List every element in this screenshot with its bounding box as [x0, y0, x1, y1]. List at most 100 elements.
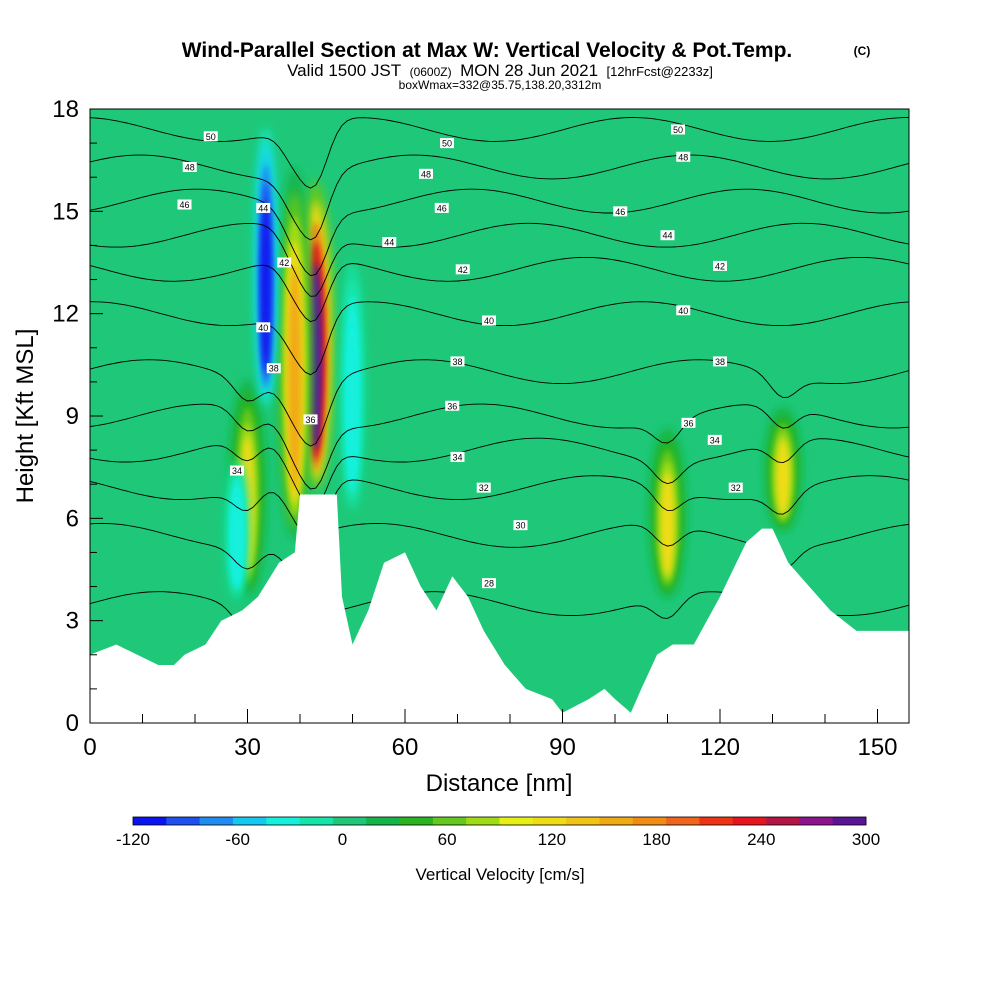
plot-area: 50 48 46 44 42 40 38 36 34 50 48 46 44 42 40 38 36 34 32 30… — [90, 109, 909, 723]
colorbar-swatch — [399, 817, 434, 825]
y-tick-label: 18 — [52, 96, 79, 123]
colorbar-tick-label: -60 — [225, 830, 250, 849]
theta-label: 44 — [256, 202, 271, 213]
theta-label-text: 44 — [662, 231, 672, 241]
colorbar-swatch — [199, 817, 234, 825]
theta-label-text: 40 — [258, 323, 268, 333]
theta-contour-46 — [90, 188, 909, 277]
theta-label: 34 — [450, 451, 465, 462]
theta-label-text: 50 — [442, 139, 452, 149]
theta-label: 36 — [303, 414, 318, 425]
theta-label: 40 — [482, 315, 496, 326]
theta-label-box — [728, 482, 743, 493]
theta-label-box — [707, 434, 722, 445]
theta-label-text: 34 — [452, 452, 462, 462]
chart-title: Wind-Parallel Section at Max W: Vertical… — [182, 39, 793, 62]
theta-label: 50 — [671, 124, 685, 135]
theta-label-text: 40 — [678, 306, 688, 316]
updraft-level — [309, 262, 323, 451]
x-tick-label: 150 — [857, 734, 897, 761]
theta-contour-32 — [90, 475, 909, 541]
colorbar-tick-label: -120 — [116, 830, 150, 849]
theta-label-box — [450, 356, 465, 367]
theta-label-text: 44 — [258, 203, 268, 213]
valid-time: Valid 1500 JST — [287, 61, 401, 80]
chart-header: Wind-Parallel Section at Max W: Vertical… — [182, 39, 871, 92]
theta-label-text: 36 — [683, 418, 693, 428]
theta-label-text: 48 — [185, 162, 195, 172]
colorbar-swatch — [799, 817, 833, 825]
theta-contour-44 — [90, 222, 909, 297]
x-tick-label: 30 — [234, 734, 261, 761]
x-axis: 0 30 60 90 120 150 — [83, 709, 898, 761]
y-tick-label: 0 — [66, 710, 79, 737]
theta-label-box — [713, 356, 727, 367]
theta-label-box — [303, 414, 318, 425]
theta-label: 46 — [434, 202, 449, 213]
downdraft-level — [232, 496, 242, 581]
theta-label-box — [382, 237, 397, 248]
theta-label: 36 — [681, 417, 696, 428]
theta-label-box — [676, 151, 691, 162]
theta-label-box — [660, 230, 675, 241]
theta-label-box — [676, 305, 691, 316]
colorbar-tick-label: 300 — [852, 830, 880, 849]
updraft-level — [661, 472, 674, 576]
theta-label: 44 — [382, 237, 397, 248]
theta-label: 38 — [713, 356, 727, 367]
theta-label-box — [177, 199, 192, 210]
theta-label: 30 — [513, 520, 528, 531]
theta-label-text: 42 — [458, 265, 468, 275]
theta-label: 46 — [613, 206, 628, 217]
y-tick-label: 9 — [66, 403, 79, 430]
updraft-cell — [765, 407, 801, 532]
theta-label: 38 — [450, 356, 465, 367]
theta-label: 32 — [728, 482, 743, 493]
theta-label: 44 — [660, 230, 675, 241]
theta-label-box — [482, 578, 496, 589]
theta-label: 42 — [277, 257, 292, 268]
theta-label-text: 36 — [305, 415, 315, 425]
colorbar-swatch — [766, 817, 800, 825]
valid-time-utc: (0600Z) — [410, 65, 452, 79]
theta-label-box — [419, 168, 433, 179]
theta-label: 50 — [440, 138, 454, 149]
theta-contour-48 — [90, 154, 909, 241]
theta-label: 42 — [455, 264, 470, 275]
y-tick-label: 3 — [66, 608, 79, 635]
theta-contours — [90, 117, 909, 632]
theta-label-text: 34 — [710, 435, 720, 445]
colorbar-tick-label: 60 — [438, 830, 457, 849]
theta-contour-labels: 50 48 46 44 42 40 38 36 34 50 48 46 44 42 40 38 36 34 32 30… — [177, 124, 743, 589]
downdraft-cell — [226, 459, 248, 600]
theta-label-box — [440, 138, 454, 149]
colorbar-frame — [132, 816, 867, 826]
theta-label: 46 — [177, 199, 192, 210]
theta-contour-34 — [90, 437, 909, 510]
colorbar-swatch — [366, 817, 400, 825]
y-tick-label: 15 — [52, 198, 79, 225]
theta-label-box — [713, 260, 727, 271]
theta-label-text: 38 — [452, 357, 462, 367]
colorbar-swatch — [699, 817, 734, 825]
theta-label: 36 — [445, 400, 460, 411]
theta-label-text: 42 — [715, 261, 725, 271]
colorbar-swatch — [299, 817, 334, 825]
theta-label-text: 38 — [715, 357, 725, 367]
theta-label-box — [230, 465, 244, 476]
colorbar-swatch — [599, 817, 634, 825]
colorbar: -120 -60 0 60 120 180 240 300 — [116, 816, 880, 849]
theta-label-text: 34 — [232, 466, 242, 476]
valid-date: MON 28 Jun 2021 — [460, 61, 598, 80]
theta-label-box — [203, 131, 218, 142]
theta-label-text: 32 — [479, 483, 489, 493]
theta-label-box — [671, 124, 685, 135]
theta-label-text: 28 — [484, 579, 494, 589]
colorbar-swatch — [332, 817, 367, 825]
title-mark: (C) — [854, 44, 871, 58]
colorbar-swatch — [266, 817, 300, 825]
theta-contour-38 — [90, 359, 909, 447]
theta-label-text: 48 — [421, 169, 431, 179]
downdraft-level — [348, 327, 357, 478]
y-axis-label: Height [Kft MSL] — [12, 329, 39, 504]
